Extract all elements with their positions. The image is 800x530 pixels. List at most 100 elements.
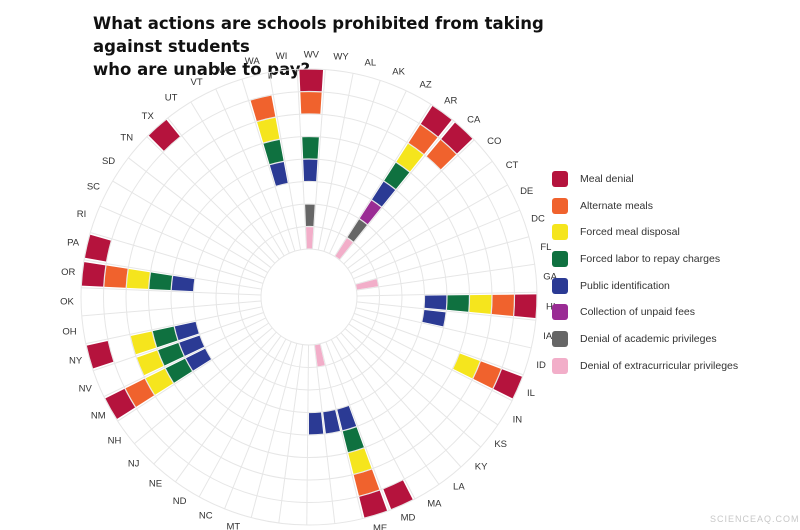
- grid-spoke: [81, 300, 262, 317]
- grid-spoke: [351, 318, 513, 402]
- state-label-ny: NY: [69, 355, 83, 366]
- legend-label-forced-meal-disposal: Forced meal disposal: [580, 226, 680, 239]
- grid-spoke: [278, 344, 304, 524]
- segment-nm-alternate-meals: [125, 378, 155, 407]
- state-label-wv: WV: [304, 50, 320, 61]
- segment-wa-alternate-meals: [250, 95, 276, 121]
- grid-spoke: [343, 139, 475, 265]
- segment-ar-unpaid-fees: [359, 200, 382, 225]
- state-label-nd: ND: [173, 496, 187, 507]
- legend-swatch-unpaid-fees: [552, 304, 568, 321]
- state-label-ga: GA: [543, 272, 557, 283]
- state-label-va: VA: [218, 65, 231, 76]
- segment-nm-forced-labor: [165, 358, 192, 383]
- state-label-tx: TX: [142, 111, 155, 122]
- segment-wa-forced-meal-disposal: [257, 117, 280, 143]
- state-label-in: IN: [513, 415, 523, 426]
- segment-or-forced-labor: [149, 272, 173, 291]
- title-line-1: What actions are schools prohibited from…: [93, 14, 544, 56]
- grid-spoke: [103, 317, 267, 398]
- state-label-sc: SC: [87, 182, 100, 193]
- segment-ar-public-identification: [372, 181, 396, 207]
- grid-spoke: [198, 338, 287, 498]
- grid-spoke: [356, 301, 536, 321]
- segment-ar-academic-privileges: [347, 219, 367, 242]
- legend-label-alternate-meals: Alternate meals: [580, 199, 653, 212]
- grid-spoke: [313, 344, 336, 524]
- segment-hi-public-identification: [424, 295, 447, 310]
- segment-pa-meal-denial: [85, 234, 111, 262]
- segment-wv-meal-denial: [299, 69, 324, 92]
- state-label-ct: CT: [506, 160, 519, 171]
- grid-spoke: [353, 312, 524, 376]
- segment-tx-meal-denial: [148, 119, 180, 151]
- segment-il-meal-denial: [493, 369, 522, 399]
- segment-wv-alternate-meals: [300, 92, 322, 114]
- segment-me-forced-meal-disposal: [348, 448, 372, 474]
- grid-spoke: [224, 341, 292, 509]
- segment-nm-public-identification: [186, 348, 211, 371]
- grid-spoke: [356, 263, 535, 291]
- state-label-tn: TN: [120, 132, 133, 143]
- legend-swatch-forced-meal-disposal: [552, 224, 568, 241]
- state-label-il: IL: [527, 388, 535, 399]
- state-label-vt: VT: [191, 77, 203, 88]
- grid-spoke: [268, 72, 302, 250]
- state-label-nj: NJ: [128, 458, 140, 469]
- segment-ar-alternate-meals: [408, 124, 438, 154]
- grid-spoke: [167, 117, 280, 260]
- state-label-co: CO: [487, 136, 501, 147]
- state-label-oh: OH: [62, 326, 76, 337]
- grid-spoke: [339, 120, 455, 261]
- grid-ring: [125, 113, 493, 481]
- state-label-wy: WY: [333, 52, 349, 63]
- segment-hi-forced-labor: [447, 295, 469, 312]
- state-label-de: DE: [520, 186, 533, 197]
- state-label-dc: DC: [531, 213, 545, 224]
- state-label-fl: FL: [540, 242, 551, 253]
- grid-spoke: [153, 331, 277, 465]
- grid-ring: [193, 181, 425, 413]
- legend-label-academic-privileges: Denial of academic privileges: [580, 333, 717, 346]
- segment-fl-extracurricular-privileges: [355, 279, 379, 290]
- grid-spoke: [99, 205, 266, 279]
- segment-mi-extracurricular-privileges: [314, 344, 325, 367]
- state-label-la: LA: [453, 482, 465, 493]
- segment-me-forced-labor: [342, 427, 364, 453]
- state-label-hi: HI: [546, 301, 556, 312]
- state-labels: WI WV WY AL AK AZ AR CA CO CT DE DC FL GA HI IA ID IL IN KS…: [60, 50, 558, 530]
- segment-or-meal-denial: [81, 262, 106, 287]
- grid-spoke: [334, 104, 432, 257]
- legend-swatch-meal-denial: [552, 171, 568, 187]
- legend-label-unpaid-fees: Collection of unpaid fees: [580, 306, 695, 319]
- grid-spoke: [112, 180, 268, 274]
- state-label-pa: PA: [67, 237, 80, 248]
- segment-or-public-identification: [171, 275, 195, 292]
- state-label-ok: OK: [60, 297, 74, 308]
- segment-nv-public-identification: [179, 335, 205, 356]
- grid-spoke: [146, 136, 276, 264]
- state-label-ms: MS: [255, 529, 269, 530]
- grid-spoke: [311, 69, 326, 250]
- grid-spoke: [296, 69, 308, 250]
- grid-spoke: [90, 231, 264, 284]
- grid-spoke: [329, 90, 407, 254]
- grid-spoke: [306, 344, 310, 525]
- legend-swatch-academic-privileges: [552, 331, 568, 348]
- grid-spoke: [250, 343, 298, 518]
- segment-wv-public-identification: [303, 159, 318, 182]
- watermark: SCIENCEAQ.COM: [710, 514, 800, 524]
- segment-mi-public-identification: [323, 410, 340, 434]
- segment-ca-meal-denial: [441, 122, 473, 154]
- grid-spoke: [190, 101, 285, 257]
- segment-hi-alternate-meals: [491, 294, 514, 316]
- legend-label-extracurricular-privileges: Denial of extracurricular privileges: [580, 359, 739, 372]
- grid: [80, 68, 538, 526]
- state-label-al: AL: [364, 57, 376, 68]
- chart-title: What actions are schools prohibited from…: [93, 12, 613, 81]
- segment-ca-alternate-meals: [426, 139, 457, 170]
- segments: [81, 69, 537, 518]
- legend-swatch-extracurricular-privileges: [552, 357, 568, 374]
- segment-ar-forced-labor: [384, 162, 410, 190]
